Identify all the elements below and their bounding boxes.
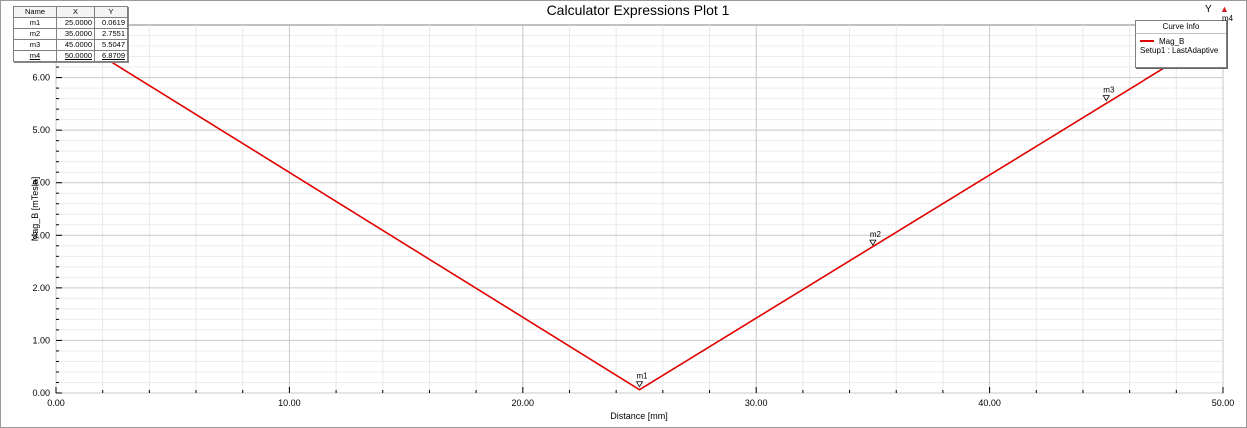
marker-name: m2 — [13, 28, 57, 40]
marker-name: m1 — [13, 17, 57, 29]
legend-swatch — [1140, 40, 1154, 42]
y-tick-label: 1.00 — [32, 335, 50, 345]
marker-y: 2.7551 — [94, 28, 128, 40]
y-tick-label: 0.00 — [32, 388, 50, 398]
table-row[interactable]: m1 25.0000 0.0619 — [13, 17, 128, 29]
marker-col-y: Y — [94, 6, 128, 18]
x-axis: 0.00 10.00 20.00 30.00 40.00 50.00 — [47, 387, 1234, 408]
marker-x: 35.0000 — [56, 28, 95, 40]
marker-table-header: Name X Y — [13, 6, 128, 18]
marker-name: m3 — [13, 39, 57, 51]
markers-group: m1 m2 m3 — [635, 86, 1115, 388]
x-tick-label: 50.00 — [1212, 398, 1235, 408]
grid-major — [55, 25, 1224, 394]
y-tick-label: 5.00 — [32, 125, 50, 135]
legend-entry-label: Mag_B — [1159, 36, 1185, 46]
legend-entry-sub: Setup1 : LastAdaptive — [1140, 46, 1219, 55]
marker-name: m4 — [13, 50, 57, 62]
marker-triangle-m2 — [869, 239, 877, 246]
y-axis-label: Mag_B [mTesla] — [30, 177, 40, 242]
marker-triangle-m3 — [1102, 95, 1111, 102]
x-tick-label: 20.00 — [512, 398, 535, 408]
table-row[interactable]: m2 35.0000 2.7551 — [13, 28, 128, 40]
x-tick-label: 30.00 — [745, 398, 768, 408]
legend-title: Curve Info — [1136, 21, 1226, 34]
y-tick-label: 4.00 — [32, 178, 50, 188]
marker-y: 6.8709 — [94, 50, 128, 62]
y-tick-label: 3.00 — [32, 230, 50, 240]
x-axis-label: Distance [mm] — [610, 411, 668, 421]
table-row[interactable]: m4 50.0000 6.8709 — [13, 50, 128, 62]
marker-y: 5.5047 — [94, 39, 128, 51]
x-tick-label: 0.00 — [47, 398, 65, 408]
marker-y: 0.0619 — [94, 17, 128, 29]
legend-entry[interactable]: Mag_B — [1136, 34, 1226, 46]
marker-table[interactable]: Name X Y m1 25.0000 0.0619 m2 35.0000 2.… — [13, 6, 128, 62]
corner-label: Y — [1205, 4, 1212, 15]
plot-area[interactable] — [55, 24, 1224, 394]
marker-label-m1: m1 — [637, 372, 649, 381]
series-group — [55, 26, 1224, 391]
marker-flag-icon[interactable]: ▲ — [1220, 4, 1229, 14]
chart-title: Calculator Expressions Plot 1 — [547, 2, 730, 18]
series-line-mag-b — [55, 26, 1224, 391]
marker-x: 50.0000 — [56, 50, 95, 62]
x-tick-label: 40.00 — [978, 398, 1001, 408]
marker-x: 45.0000 — [56, 39, 95, 51]
table-row[interactable]: m3 45.0000 5.5047 — [13, 39, 128, 51]
marker-label-m2: m2 — [870, 230, 882, 239]
marker-x: 25.0000 — [56, 17, 95, 29]
curve-info-legend[interactable]: Curve Info Mag_B Setup1 : LastAdaptive — [1135, 20, 1227, 68]
marker-triangle-m1 — [635, 381, 644, 388]
x-tick-label: 10.00 — [278, 398, 301, 408]
marker-col-name: Name — [13, 6, 57, 18]
marker-label-m3: m3 — [1103, 86, 1115, 95]
marker-label-m4: m4 — [1222, 14, 1234, 23]
y-tick-label: 2.00 — [32, 283, 50, 293]
marker-col-x: X — [56, 6, 95, 18]
y-tick-label: 6.00 — [32, 73, 50, 83]
